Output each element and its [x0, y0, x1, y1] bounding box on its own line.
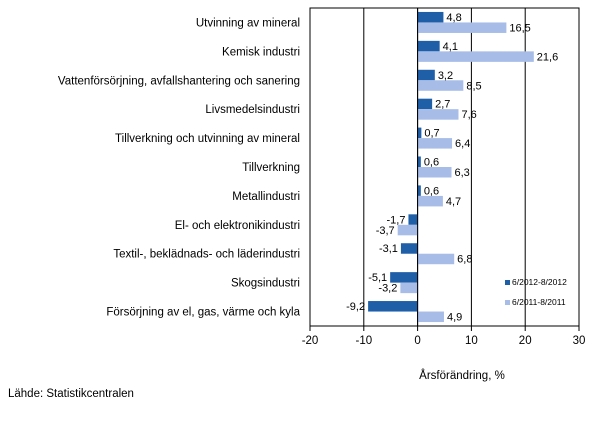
legend-entry: 6/2011-8/2011: [512, 297, 566, 307]
legend-entry: 6/2012-8/2012: [512, 277, 567, 287]
bar: [417, 11, 444, 23]
bar: [417, 253, 455, 265]
category-label: Textil-, beklädnads- och läderindustri: [113, 249, 300, 261]
category-label: Tillverkning och utvinning av mineral: [115, 133, 300, 145]
bar: [368, 301, 418, 312]
bar: [417, 156, 421, 167]
x-tick-label: 0: [414, 335, 420, 347]
x-axis-title: Årsförändring, %: [419, 369, 505, 382]
category-labels: Utvinning av mineral Kemisk industri Vatte…: [58, 17, 301, 318]
x-tick-label: 30: [573, 335, 586, 347]
bars: [368, 11, 534, 323]
data-label: 6,4: [455, 138, 470, 150]
data-label: -3,1: [379, 243, 398, 255]
data-label: -3,7: [376, 225, 395, 237]
data-label: 3,2: [438, 70, 453, 82]
legend-swatch: [505, 280, 510, 285]
x-tick-label: 20: [519, 335, 532, 347]
category-label: Vattenförsörjning, avfallshantering och …: [58, 75, 300, 87]
data-label: 6,8: [457, 254, 472, 266]
bar: [390, 272, 418, 283]
data-label: 0,7: [424, 128, 439, 140]
data-label: -1,7: [386, 214, 405, 226]
data-label: -3,2: [378, 283, 397, 295]
bar: [417, 80, 464, 91]
bar: [417, 109, 459, 120]
bar: [417, 98, 433, 110]
category-label: Utvinning av mineral: [196, 17, 300, 29]
legend-swatch: [505, 300, 510, 305]
data-label: 4,7: [446, 196, 461, 208]
category-label: Tillverkning: [242, 162, 300, 174]
data-label: 4,1: [443, 41, 458, 53]
bar: [397, 224, 418, 236]
data-label: 6,3: [454, 167, 469, 179]
legend: 6/2012-8/2012 6/2011-8/2011: [505, 277, 567, 307]
bar: [417, 185, 421, 196]
category-label: Försörjning av el, gas, värme och kyla: [106, 307, 300, 319]
bar: [417, 138, 453, 149]
bar: [417, 127, 422, 139]
category-label: Skogsindustri: [231, 278, 300, 290]
data-label: 2,7: [435, 99, 450, 111]
bar: [417, 51, 534, 62]
bar: [400, 243, 418, 254]
bar: [417, 40, 440, 52]
bar: [417, 311, 444, 323]
data-label: 21,6: [537, 51, 558, 63]
data-label: -5,1: [368, 272, 387, 284]
x-tick-label: -10: [355, 335, 372, 347]
category-label: Metallindustri: [232, 191, 300, 203]
data-label: 0,6: [424, 185, 439, 197]
x-tick-label: -20: [302, 335, 319, 347]
data-label: 4,9: [447, 312, 462, 324]
data-label: -9,2: [346, 301, 365, 313]
bar: [400, 282, 418, 294]
category-label: El- och elektronikindustri: [175, 220, 300, 232]
data-label: 7,6: [461, 109, 476, 121]
data-label: 0,6: [424, 157, 439, 169]
bar: [417, 195, 443, 207]
category-label: Kemisk industri: [222, 46, 300, 58]
plot-frame: [309, 7, 580, 327]
data-label: 16,5: [509, 22, 530, 34]
value-labels: 4,8 16,5 4,1 21,6 3,2 8,5 2,7 7,6 0,7 6,4 0,6 6,3 0,…: [346, 12, 558, 324]
category-label: Livsmedelsindustri: [205, 104, 300, 116]
x-tick-label: 10: [465, 335, 478, 347]
bar: [408, 214, 418, 225]
x-axis: -20 -10 0 10 20 30: [302, 7, 586, 347]
bar: [417, 69, 435, 81]
bar: [417, 167, 452, 178]
data-label: 8,5: [466, 80, 481, 92]
source-note: Lähde: Statistikcentralen: [8, 388, 134, 400]
data-label: 4,8: [446, 12, 461, 24]
bar: [417, 22, 507, 33]
